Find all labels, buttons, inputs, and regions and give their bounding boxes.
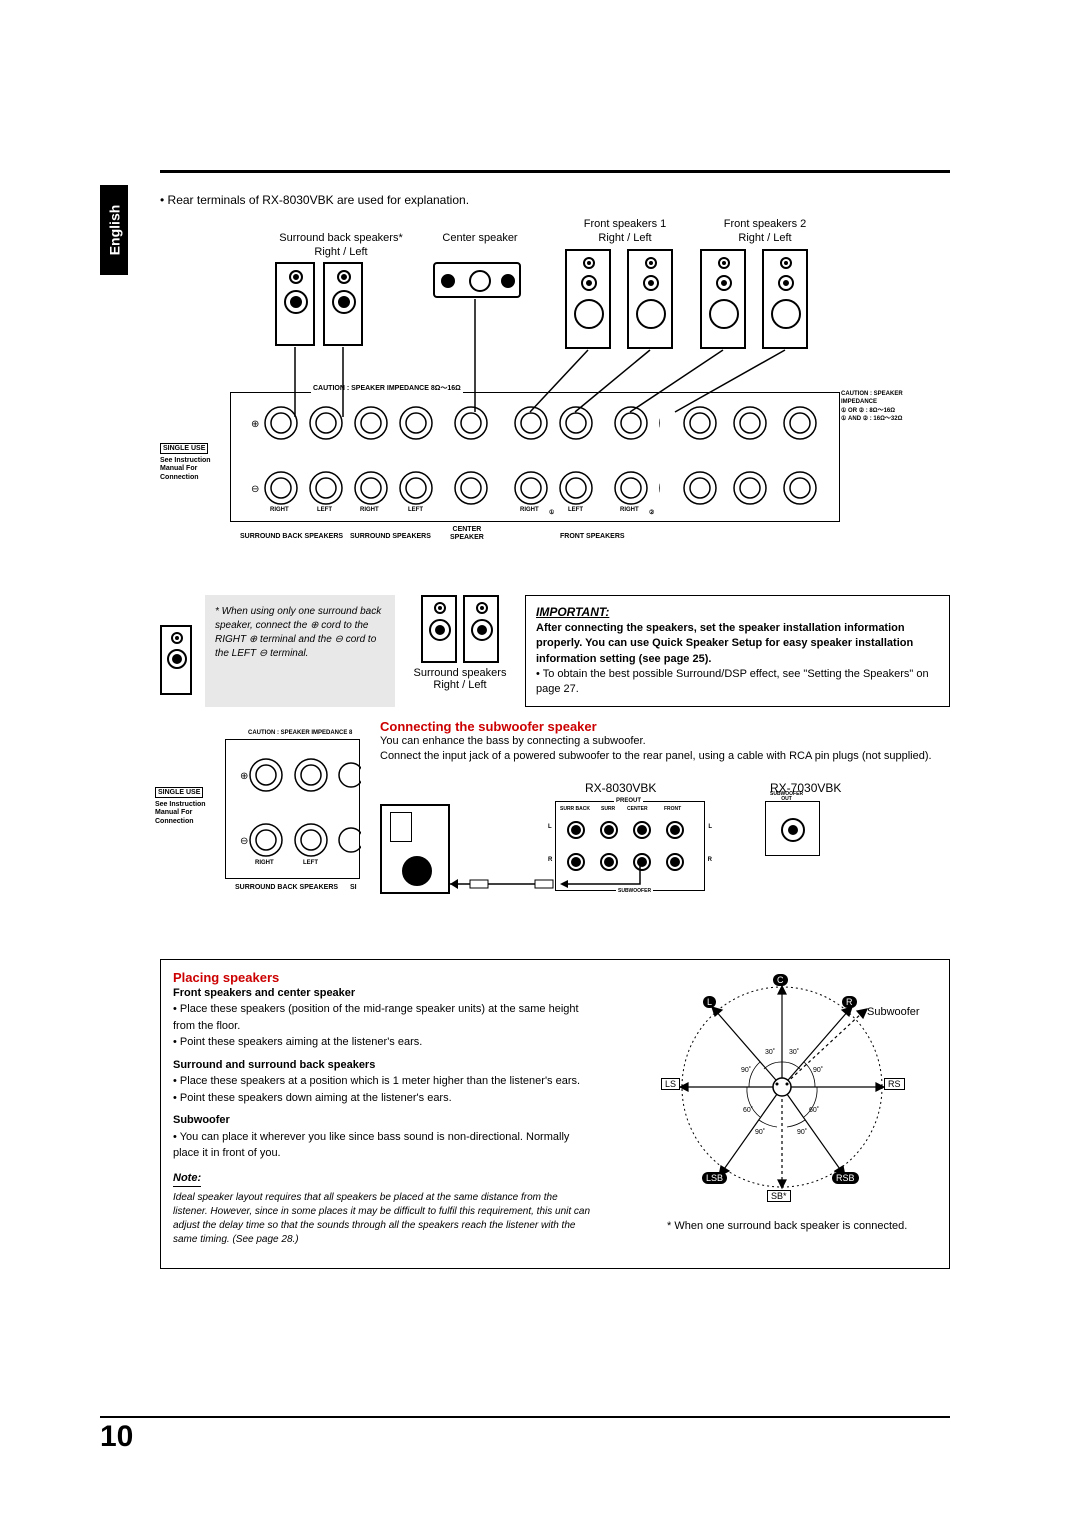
important-body1: After connecting the speakers, set the s… <box>536 621 939 667</box>
svg-text:30˚: 30˚ <box>789 1048 799 1056</box>
model1-label: RX-8030VBK <box>585 781 656 795</box>
single-use-group: SINGLE USE See Instruction Manual For Co… <box>160 437 230 482</box>
placing-speakers-box: Placing speakers Front speakers and cent… <box>160 959 950 1269</box>
page-number: 10 <box>100 1416 950 1454</box>
svg-text:90˚: 90˚ <box>797 1128 807 1136</box>
important-box: IMPORTANT: After connecting the speakers… <box>525 595 950 707</box>
front2-label: Front speakers 2Right / Left <box>700 217 830 246</box>
caution-label: CAUTION : SPEAKER IMPEDANCE 8Ω～16Ω <box>311 383 463 393</box>
layout-footnote: * When one surround back speaker is conn… <box>667 1220 927 1232</box>
small-terminal-svg: ⊕ ⊖ <box>226 740 361 880</box>
preout-arrow <box>560 864 660 904</box>
main-speaker-diagram: Surround back speakers*Right / Left Cent… <box>160 217 950 587</box>
center-spk-label: CENTER SPEAKER <box>450 526 484 541</box>
surround-back-label: Surround back speakers*Right / Left <box>256 231 426 260</box>
svg-text:⊕: ⊕ <box>240 771 248 782</box>
subwoofer-heading: Connecting the subwoofer speaker <box>380 719 950 734</box>
surr-back-spk-label: SURROUND BACK SPEAKERS <box>240 533 343 540</box>
terminals-right-svg <box>660 393 840 523</box>
svg-text:⊖: ⊖ <box>251 484 259 495</box>
svg-text:60˚: 60˚ <box>743 1106 753 1114</box>
svg-text:90˚: 90˚ <box>813 1066 823 1074</box>
subwoofer-text: Connecting the subwoofer speaker You can… <box>380 719 950 765</box>
intro-note: • Rear terminals of RX-8030VBK are used … <box>160 193 950 207</box>
front-spk-label: FRONT SPEAKERS <box>560 533 625 540</box>
svg-text:90˚: 90˚ <box>755 1128 765 1136</box>
front1-label: Front speakers 1Right / Left <box>560 217 690 246</box>
subwoofer-section: CAUTION : SPEAKER IMPEDANCE 8 ⊕ ⊖ RIGHT … <box>160 719 950 949</box>
svg-text:60˚: 60˚ <box>809 1106 819 1114</box>
speaker-front2-l <box>762 249 808 349</box>
center-label: Center speaker <box>425 231 535 245</box>
speaker-front1-l <box>627 249 673 349</box>
placing-body: Front speakers and center speaker • Plac… <box>173 985 593 1248</box>
surr-spk-label: SURROUND SPEAKERS <box>350 533 431 540</box>
subout-7030: SUBWOOFER OUT <box>765 801 820 856</box>
divider <box>160 170 950 173</box>
speaker-center <box>433 262 521 298</box>
single-use-group-2: SINGLE USE See Instruction Manual For Co… <box>155 781 225 826</box>
language-tab: English <box>100 185 128 275</box>
middle-section: * When using only one surround back spea… <box>160 595 950 707</box>
asterisk-note: * When using only one surround back spea… <box>205 595 395 707</box>
left-small-speaker <box>160 595 195 707</box>
subwoofer-pos-label: Subwoofer <box>867 1006 920 1018</box>
terminal-panel-right: CAUTION : SPEAKER IMPEDANCE ① OR ② : 8Ω～… <box>660 392 840 522</box>
speaker-front1-r <box>565 249 611 349</box>
subwoofer-box <box>380 804 450 894</box>
svg-text:⊖: ⊖ <box>240 836 248 847</box>
caution2-label: CAUTION : SPEAKER IMPEDANCE ① OR ② : 8Ω～… <box>841 390 939 424</box>
important-heading: IMPORTANT: <box>536 604 939 621</box>
language-label: English <box>106 205 122 256</box>
svg-text:30˚: 30˚ <box>765 1048 775 1056</box>
speaker-layout-diagram: 30˚ 30˚ 90˚ 90˚ 60˚ 60˚ 90˚ 90˚ C L R LS… <box>637 972 937 1262</box>
surround-speakers-group: Surround speakers Right / Left <box>405 595 515 707</box>
speaker-front2-r <box>700 249 746 349</box>
important-body2: • To obtain the best possible Surround/D… <box>536 667 939 698</box>
svg-text:90˚: 90˚ <box>741 1066 751 1074</box>
svg-text:⊕: ⊕ <box>251 419 259 430</box>
page-content: • Rear terminals of RX-8030VBK are used … <box>160 170 950 1269</box>
cable-svg <box>450 874 570 894</box>
speaker-surr-back-l <box>323 262 363 346</box>
speaker-surr-back-r <box>275 262 315 346</box>
small-terminal-panel: CAUTION : SPEAKER IMPEDANCE 8 ⊕ ⊖ RIGHT … <box>225 739 360 879</box>
